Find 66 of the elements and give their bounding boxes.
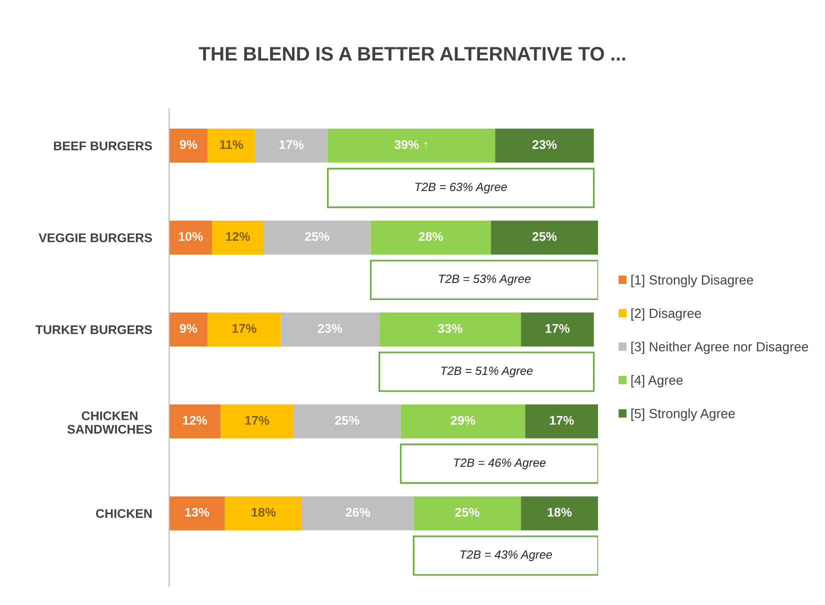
data-label: 25% (532, 232, 557, 241)
data-label: 28% (418, 232, 443, 241)
legend-label: [3] Neither Agree nor Disagree (631, 342, 808, 354)
data-label: 18% (252, 508, 276, 517)
bar (264, 220, 371, 255)
data-label: 17% (245, 416, 270, 425)
bar (414, 496, 521, 530)
data-label: 17% (280, 140, 304, 149)
bar (254, 128, 328, 163)
bar (208, 128, 255, 163)
data-label: 18% (548, 508, 572, 517)
bar (169, 312, 208, 346)
data-label: 10% (178, 232, 203, 241)
data-label: 17% (550, 416, 574, 425)
data-label: 9% (180, 140, 198, 150)
bar (495, 128, 594, 163)
data-label: 29% (450, 416, 476, 425)
data-label: 13% (185, 508, 210, 517)
bar (224, 496, 302, 530)
annotation: T2B = 53% Agree (438, 274, 531, 286)
bar (169, 220, 212, 255)
bar (520, 312, 594, 346)
data-label: 23% (532, 140, 557, 150)
legend-label: [2] Disagree (631, 308, 702, 321)
y-tick-label: TURKEY BURGERS (35, 325, 152, 334)
data-label: 33% (438, 324, 462, 333)
data-label: 9% (180, 324, 198, 333)
bar (490, 220, 598, 255)
data-label: 11% (220, 140, 244, 149)
bar (280, 312, 380, 346)
y-tick-label: VEGGIE BURGERS (38, 233, 152, 242)
data-label: 25% (335, 416, 360, 425)
annotation: T2B = 63% Agree (415, 182, 507, 194)
y-tick-label: CHICKEN (96, 509, 152, 518)
data-label: 17% (232, 324, 256, 333)
bar (294, 404, 401, 438)
annotation: T2B = 46% Agree (454, 458, 546, 470)
bar (302, 496, 414, 530)
bar (400, 404, 526, 438)
data-label: 26% (346, 508, 370, 517)
y-tick-label: CHICKEN SANDWICHES (67, 411, 152, 434)
chart-title: THE BLEND IS A BETTER ALTERNATIVE TO ... (198, 46, 626, 61)
bar (328, 128, 496, 163)
data-label: 39% ↑ (394, 140, 428, 150)
data-label: 23% (318, 324, 342, 333)
data-label: 17% (546, 324, 570, 333)
data-label: 25% (455, 508, 480, 517)
bar (208, 312, 281, 346)
data-label: 25% (305, 232, 330, 241)
bar (370, 220, 491, 255)
bar (169, 404, 221, 438)
bar (520, 496, 598, 530)
bar (212, 220, 264, 255)
bar (525, 404, 598, 438)
legend-label: [5] Strongly Agree (631, 408, 735, 421)
bar (169, 128, 208, 163)
annotation: T2B = 43% Agree (460, 550, 552, 562)
y-tick-label: BEEF BURGERS (54, 141, 152, 150)
annotation: T2B = 51% Agree (441, 366, 533, 378)
bar (220, 404, 294, 438)
legend-label: [4] Agree (631, 375, 683, 388)
bar (379, 312, 521, 346)
data-label: 12% (183, 416, 208, 425)
data-label: 12% (226, 232, 250, 241)
legend-label: [1] Strongly Disagree (631, 274, 754, 288)
bar (169, 496, 225, 530)
